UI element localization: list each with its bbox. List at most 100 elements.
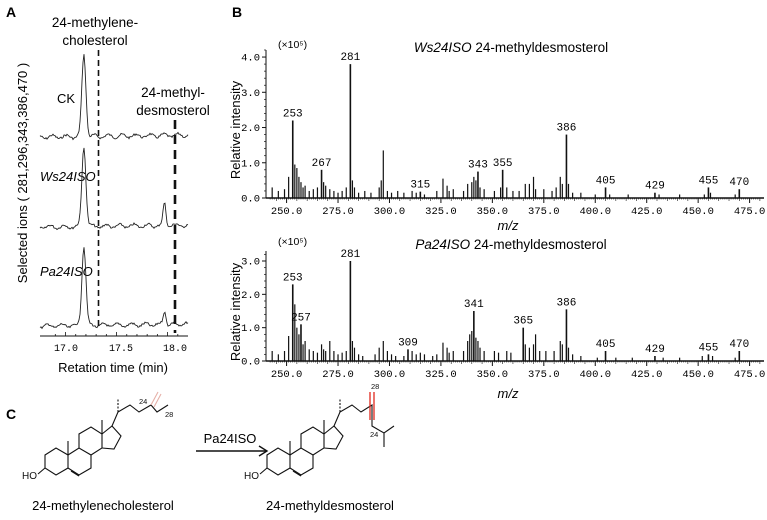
x-tick-label: 450.0: [682, 206, 714, 218]
peak-label-355: 355: [493, 158, 513, 170]
y-tick-label: 0.0: [241, 194, 260, 206]
chromatogram-pa24iso: [39, 247, 189, 330]
reaction-arrow-head: [258, 445, 269, 457]
peak-label-429: 429: [645, 181, 665, 193]
panel-c: HO 24 28 HO 28 24: [22, 382, 395, 482]
panel-a-ylabel: Selected ions ( 281,296,343,386,470 ): [15, 63, 30, 283]
trace-label-pa24iso: Pa24ISO: [40, 264, 93, 279]
spectrum1-xlabel: m/z: [498, 218, 519, 233]
panel-letter-a: A: [6, 4, 16, 20]
peak-label-309: 309: [398, 337, 418, 349]
x-tick-label: 450.0: [682, 369, 714, 381]
y-tick-label: 3.0: [241, 88, 260, 100]
peak-label-343: 343: [468, 160, 488, 172]
ring-d: [323, 425, 344, 450]
panel-a-xlabel: Retation time (min): [58, 360, 168, 375]
peak-label-470: 470: [729, 177, 749, 189]
peak-label-405: 405: [596, 175, 616, 187]
ring-c: [78, 426, 103, 456]
reactant-ho-label: HO: [22, 471, 37, 482]
product-atom-24: 24: [370, 430, 378, 439]
peak-label-257: 257: [291, 312, 311, 324]
peak1-label-line2: cholesterol: [62, 33, 127, 48]
spectrum2-scale-label: (×10⁵): [278, 236, 307, 248]
x-tick-label: 475.0: [734, 369, 766, 381]
spectrum1-scale-label: (×10⁵): [278, 39, 307, 51]
spectrum-ws24iso: 0.0 1.0 2.0 3.0 4.0 250.0 275.0 300.0 325.0 350.0…: [241, 49, 766, 218]
y-tick-label: 1.0: [241, 158, 260, 170]
spectrum2-ylabel: Relative intensity: [228, 262, 243, 361]
ring-b-double-bond: [70, 470, 80, 477]
x-tick-label: 325.0: [425, 206, 457, 218]
peak2-label-line2: desmosterol: [136, 103, 210, 118]
peak-label-315: 315: [410, 180, 430, 192]
peak-label-281: 281: [340, 249, 360, 261]
peak-label-386: 386: [557, 297, 577, 309]
hydroxyl-bond: [259, 467, 268, 475]
y-tick-label: 1.0: [241, 323, 260, 335]
spectrum2-xlabel: m/z: [498, 386, 519, 401]
ring-d: [101, 425, 122, 450]
panel-a-xtick-18.0: 18.0: [163, 344, 187, 355]
x-tick-label: 425.0: [631, 369, 663, 381]
peak-label-386: 386: [557, 123, 577, 135]
panel-letter-b: B: [232, 4, 242, 20]
side-chain: [111, 404, 169, 427]
reactant-atom-28: 28: [165, 410, 173, 419]
x-tick-label: 275.0: [322, 206, 354, 218]
peak-label-455: 455: [699, 342, 719, 354]
new-double-bond: [369, 392, 375, 420]
chromatogram-ck: [39, 54, 189, 141]
x-tick-label: 375.0: [528, 369, 560, 381]
product-name: 24-methyldesmosterol: [266, 498, 394, 513]
molecule-product: [259, 392, 395, 477]
x-tick-label: 250.0: [271, 369, 303, 381]
x-tick-label: 400.0: [579, 206, 611, 218]
spectrum1-ylabel: Relative intensity: [228, 80, 243, 179]
trace-label-ck: CK: [57, 91, 75, 106]
panel-a-xtick-17.5: 17.5: [109, 344, 133, 355]
peak-label-281: 281: [340, 52, 360, 64]
reactant-name: 24-methylenecholesterol: [32, 498, 174, 513]
peak-label-470: 470: [729, 339, 749, 351]
ring-b-double-bond: [292, 470, 302, 477]
peak-label-253: 253: [283, 108, 303, 120]
product-ho-label: HO: [244, 471, 259, 482]
x-tick-label: 300.0: [374, 206, 406, 218]
peak-label-455: 455: [699, 175, 719, 187]
x-tick-label: 425.0: [631, 206, 663, 218]
peak-label-341: 341: [464, 299, 484, 311]
panel-a: 24-methylene- cholesterol 24-methyl- des…: [15, 15, 210, 375]
ring-b: [67, 447, 92, 476]
x-tick-label: 250.0: [271, 206, 303, 218]
x-tick-label: 475.0: [734, 206, 766, 218]
hydroxyl-bond: [37, 467, 46, 475]
peak1-label-line1: 24-methylene-: [52, 15, 138, 30]
panel-a-xtick-17.0: 17.0: [54, 344, 78, 355]
ring-c: [300, 426, 325, 456]
side-chain: [333, 403, 395, 447]
peak-label-253: 253: [283, 272, 303, 284]
x-tick-label: 325.0: [425, 369, 457, 381]
y-tick-label: 3.0: [241, 257, 260, 269]
ring-a: [266, 447, 291, 476]
chromatogram-ws24iso: [39, 147, 189, 231]
product-atom-28: 28: [371, 382, 379, 391]
y-tick-label: 0.0: [241, 357, 260, 369]
spectrum1-title: Ws24ISO 24-methyldesmosterol: [414, 40, 608, 55]
peak-label-365: 365: [513, 316, 533, 328]
x-tick-label: 350.0: [477, 206, 509, 218]
spectrum-pa24iso: 0.0 1.0 2.0 3.0 250.0 275.0 300.0 325.0 350.0 375…: [241, 249, 765, 381]
ring-b: [289, 447, 314, 476]
y-tick-label: 4.0: [241, 53, 260, 65]
trace-label-ws24iso: Ws24ISO: [40, 169, 96, 184]
x-tick-label: 275.0: [322, 369, 354, 381]
peak-label-429: 429: [645, 344, 665, 356]
chromatogram-traces: [39, 54, 189, 330]
y-tick-label: 2.0: [241, 123, 260, 135]
reactant-atom-24: 24: [139, 397, 147, 406]
panel-a-ticks: [54, 332, 179, 336]
y-tick-label: 2.0: [241, 290, 260, 302]
molecule-reactant: [37, 391, 169, 477]
